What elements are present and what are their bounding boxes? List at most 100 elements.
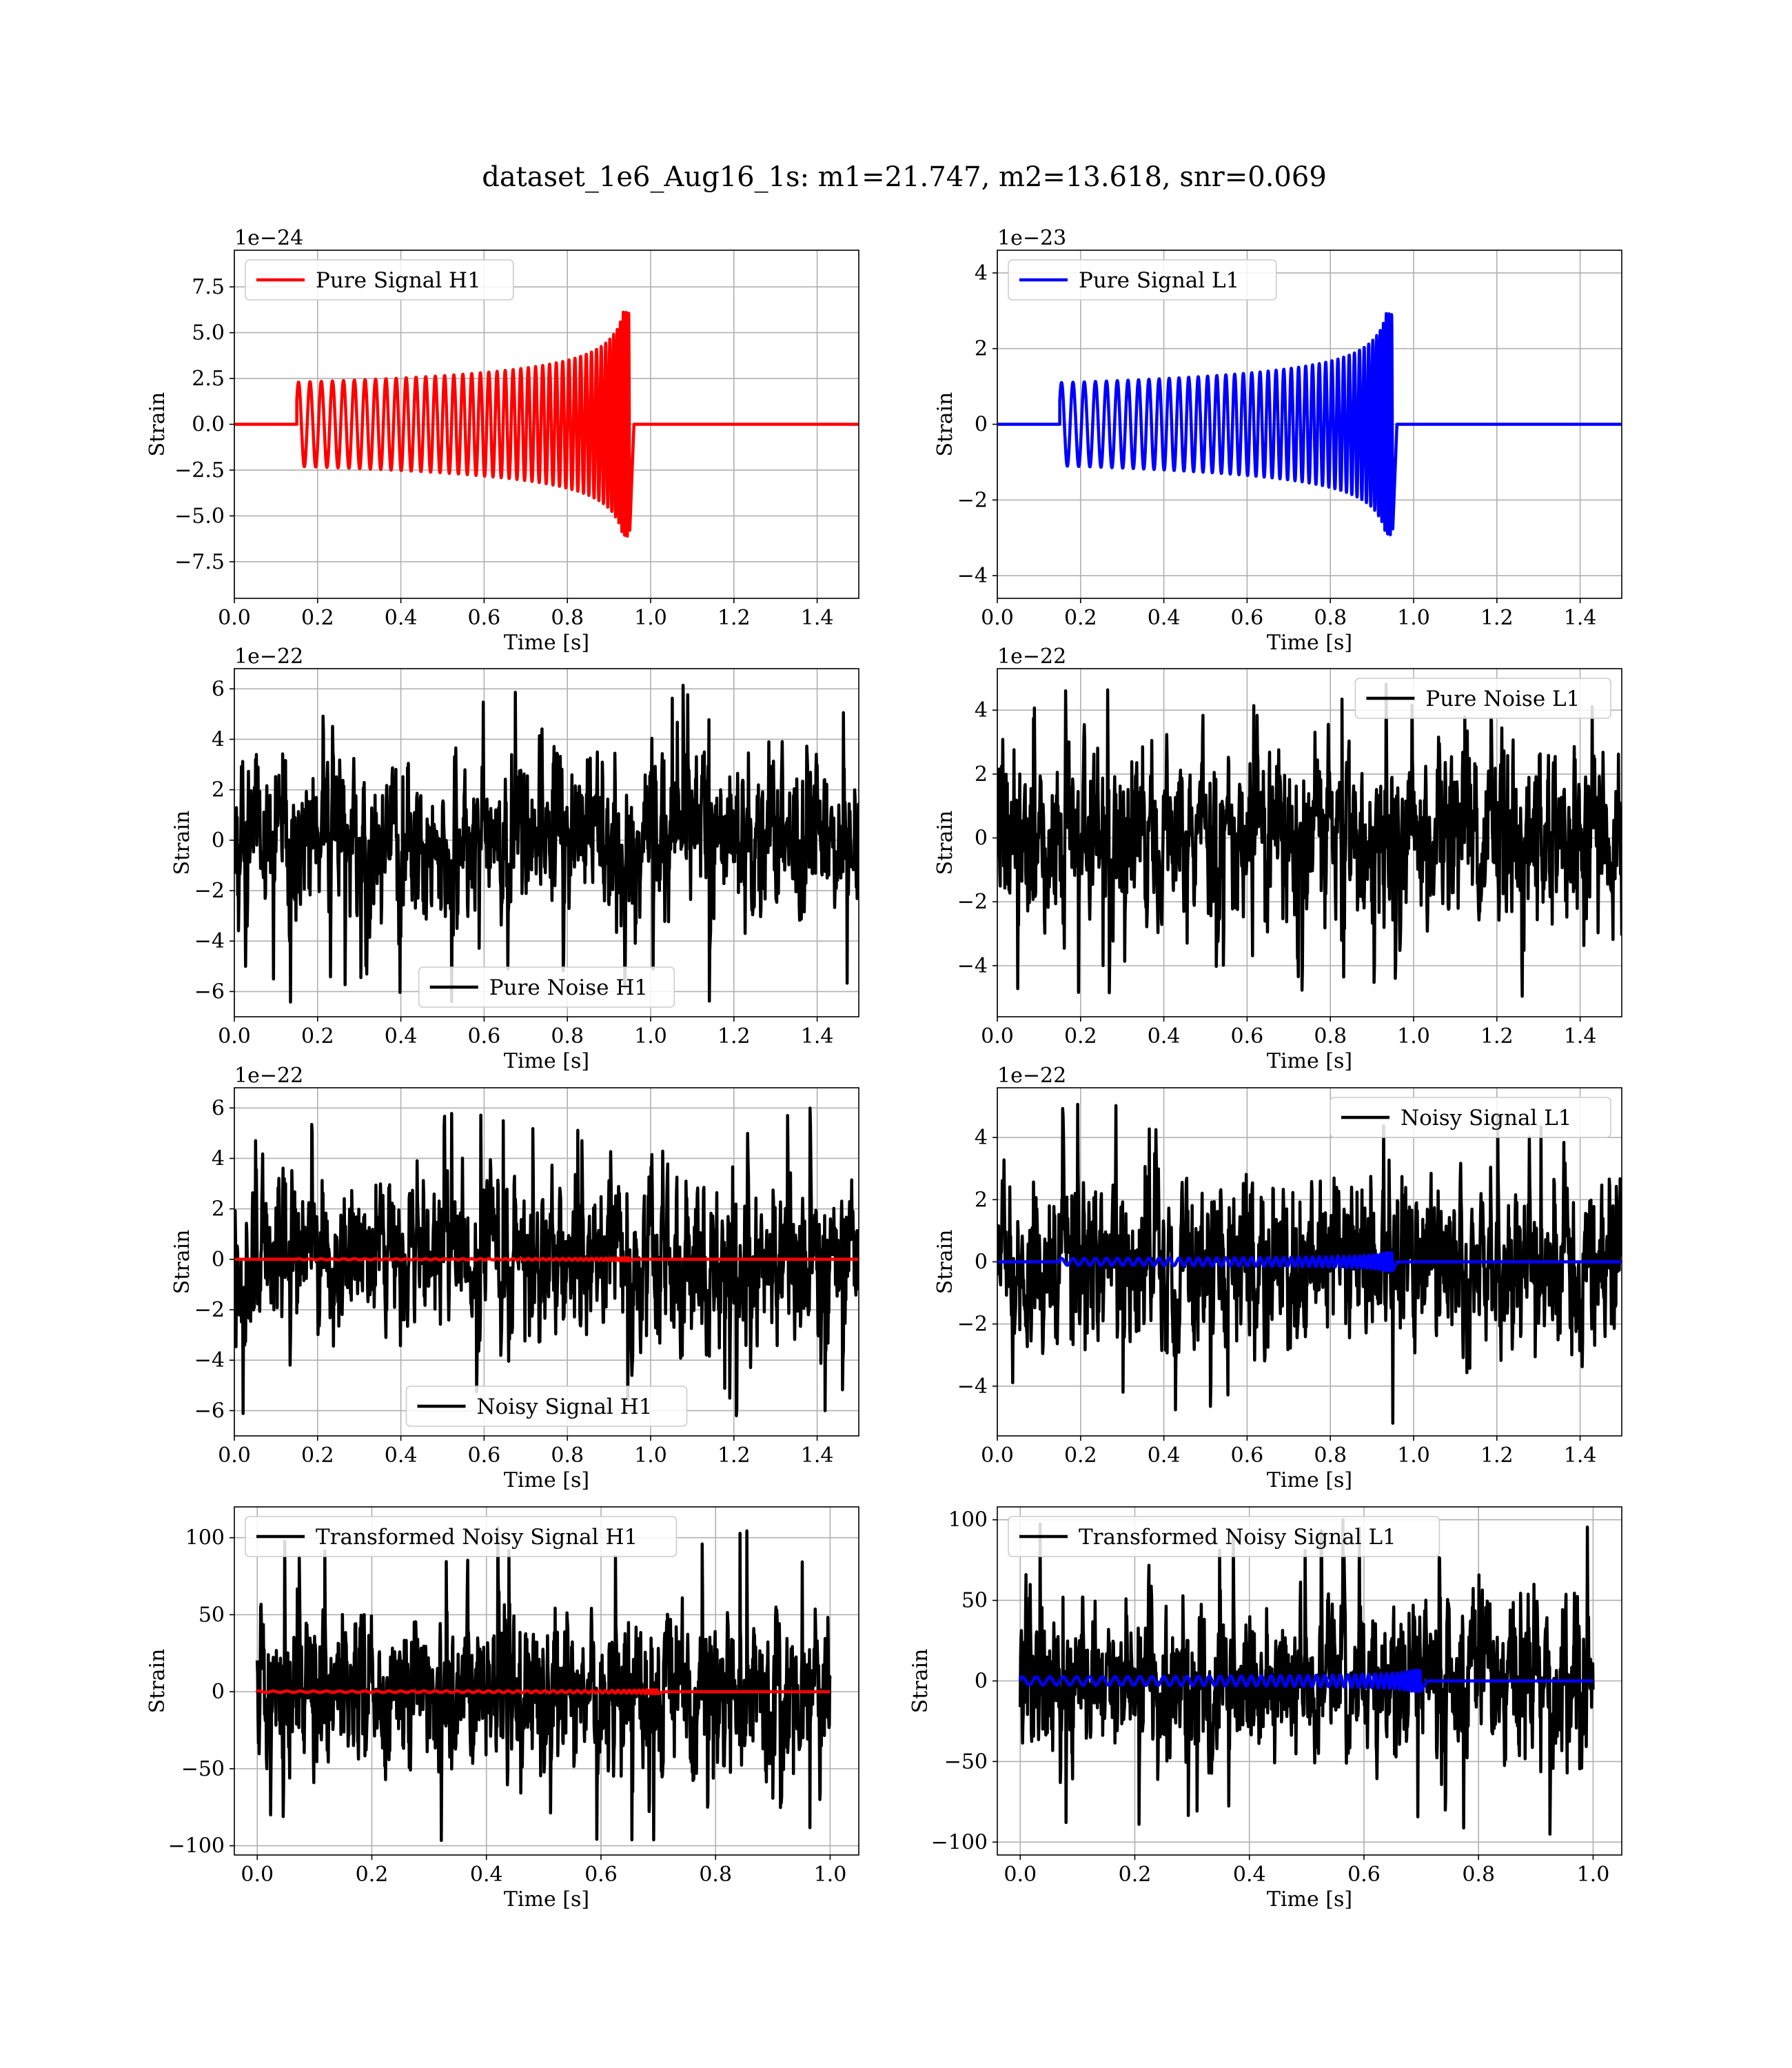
y-tick-label: −2 [957, 890, 988, 914]
x-tick-label: 1.4 [801, 606, 834, 630]
y-tick-label: 50 [961, 1589, 988, 1613]
legend: Transformed Noisy Signal H1 [245, 1516, 678, 1557]
x-tick-label: 1.0 [1397, 1024, 1430, 1048]
transformed-noisy-signal-h1-lines [255, 1526, 832, 1843]
y-tick-label: 2 [975, 1188, 988, 1212]
x-tick-label: 1.4 [1564, 1024, 1597, 1048]
y-tick-label: −4 [194, 929, 225, 953]
y-axis-label: Strain [933, 811, 957, 875]
legend-label: Pure Signal L1 [1079, 268, 1239, 293]
y-tick-label: 4 [975, 1126, 988, 1150]
x-tick-label: 0.4 [385, 1443, 418, 1468]
y-tick-label: −2 [194, 879, 225, 903]
x-tick-label: 0.2 [301, 1024, 334, 1048]
x-tick-label: 1.4 [1564, 1443, 1597, 1468]
subplot-grid: 0.0 0.2 0.4 0.6 0.8 1.0 1.2 1.4 −7.5 −5.0 −2.5 0.0 2… [145, 226, 1622, 1912]
x-tick-label: 0.2 [301, 606, 334, 630]
x-tick-label: 1.0 [814, 1863, 847, 1887]
x-tick-label: 0.2 [1064, 1443, 1097, 1468]
y-offset-label: 1e−22 [234, 645, 303, 669]
x-tick-label: 0.2 [1119, 1863, 1152, 1887]
y-tick-label: 4 [212, 727, 225, 751]
legend-label: Pure Noise H1 [489, 975, 648, 1000]
y-tick-label: 0 [212, 1680, 225, 1704]
y-axis-label: Strain [933, 392, 957, 457]
x-tick-label: 0.4 [1148, 606, 1181, 630]
y-axis-label: Strain [908, 1649, 933, 1714]
x-tick-label: 1.0 [634, 606, 667, 630]
legend: Pure Noise H1 [418, 966, 675, 1008]
x-tick-label: 0.8 [1462, 1863, 1495, 1887]
y-tick-label: 50 [198, 1603, 225, 1627]
y-tick-label: −50 [944, 1750, 988, 1774]
x-tick-label: 1.0 [634, 1443, 667, 1468]
x-tick-label: 1.2 [1480, 606, 1514, 630]
pure-signal-l1-subplot: 0.0 0.2 0.4 0.6 0.8 1.0 1.2 1.4 −4 −2 0 2 4 Time [s] S… [933, 226, 1622, 655]
x-tick-label: 0.0 [218, 1024, 251, 1048]
y-tick-label: −50 [181, 1757, 225, 1781]
x-tick-label: 1.2 [717, 1024, 751, 1048]
pure-noise-l1-subplot: 0.0 0.2 0.4 0.6 0.8 1.0 1.2 1.4 −4 −2 0 2 4 Time [s] S… [933, 645, 1622, 1073]
pure-noise-h1-subplot: 0.0 0.2 0.4 0.6 0.8 1.0 1.2 1.4 −6 −4 −2 0 2 4 6 Time [… [170, 645, 859, 1073]
pure-noise-h1-lines [234, 683, 859, 1004]
noise-series-line [255, 1526, 832, 1843]
x-tick-label: 1.2 [717, 606, 751, 630]
noisy-signal-h1-lines [234, 1106, 859, 1418]
y-axis-label: Strain [170, 811, 194, 875]
y-tick-label: 2.5 [192, 367, 225, 391]
x-tick-label: 0.0 [218, 1443, 251, 1468]
noisy-signal-l1-subplot: 0.0 0.2 0.4 0.6 0.8 1.0 1.2 1.4 −4 −2 0 2 4 Time [s] S… [933, 1064, 1622, 1492]
x-tick-label: 1.4 [1564, 606, 1597, 630]
y-tick-label: 2 [975, 762, 988, 787]
y-tick-label: 6 [212, 677, 225, 701]
y-tick-label: −4 [194, 1348, 225, 1372]
x-tick-label: 1.2 [717, 1443, 751, 1468]
x-tick-label: 0.0 [981, 606, 1014, 630]
noisy-signal-l1-lines [997, 1102, 1622, 1425]
legend: Pure Signal L1 [1008, 259, 1277, 301]
legend-box [1008, 1516, 1440, 1557]
x-tick-label: 1.0 [1397, 1443, 1430, 1468]
y-tick-label: −2.5 [174, 458, 225, 483]
x-tick-label: 1.0 [634, 1024, 667, 1048]
legend: Noisy Signal H1 [405, 1386, 688, 1427]
pure-signal-h1-subplot: 0.0 0.2 0.4 0.6 0.8 1.0 1.2 1.4 −7.5 −5.0 −2.5 0.0 2… [145, 226, 859, 655]
pure-noise-l1-lines [997, 682, 1622, 998]
axes-frame [234, 1506, 859, 1856]
y-tick-label: 0 [212, 829, 225, 853]
noise-series-line [234, 1106, 859, 1418]
legend-box [405, 1386, 688, 1427]
y-tick-label: −100 [931, 1830, 988, 1854]
legend-label: Noisy Signal H1 [477, 1395, 653, 1419]
x-tick-label: 0.0 [1004, 1863, 1037, 1887]
y-tick-label: −2 [957, 1312, 988, 1337]
y-tick-label: 6 [212, 1096, 225, 1120]
noise-series-line [997, 1102, 1622, 1425]
y-tick-label: 0 [975, 1250, 988, 1275]
x-axis-label: Time [s] [504, 1049, 589, 1073]
noisy-signal-h1-subplot: 0.0 0.2 0.4 0.6 0.8 1.0 1.2 1.4 −6 −4 −2 0 2 4 6 Time [… [170, 1064, 859, 1492]
y-tick-label: −100 [168, 1834, 225, 1858]
y-tick-label: −4 [957, 564, 988, 588]
legend-label: Pure Signal H1 [316, 268, 481, 293]
x-tick-label: 0.6 [1347, 1863, 1381, 1887]
y-tick-label: −5.0 [174, 504, 225, 528]
x-tick-label: 0.8 [1314, 606, 1347, 630]
y-offset-label: 1e−23 [997, 226, 1066, 250]
y-tick-label: 0.0 [192, 413, 225, 437]
legend: Noisy Signal L1 [1330, 1097, 1611, 1138]
axes-frame [234, 1087, 859, 1437]
y-tick-label: 0 [975, 827, 988, 851]
signal-series-line [255, 1687, 831, 1696]
x-tick-label: 0.0 [241, 1863, 274, 1887]
y-tick-label: −2 [957, 488, 988, 512]
y-offset-label: 1e−22 [234, 1064, 303, 1088]
legend: Pure Noise L1 [1354, 678, 1611, 719]
y-tick-label: 0 [975, 413, 988, 437]
figure-title: dataset_1e6_Aug16_1s: m1=21.747, m2=13.6… [482, 161, 1327, 193]
y-tick-label: −6 [194, 1399, 225, 1423]
signal-series-line [234, 310, 859, 538]
x-axis-label: Time [s] [1267, 1887, 1352, 1912]
y-tick-label: 0 [975, 1670, 988, 1694]
x-axis-label: Time [s] [504, 631, 589, 655]
